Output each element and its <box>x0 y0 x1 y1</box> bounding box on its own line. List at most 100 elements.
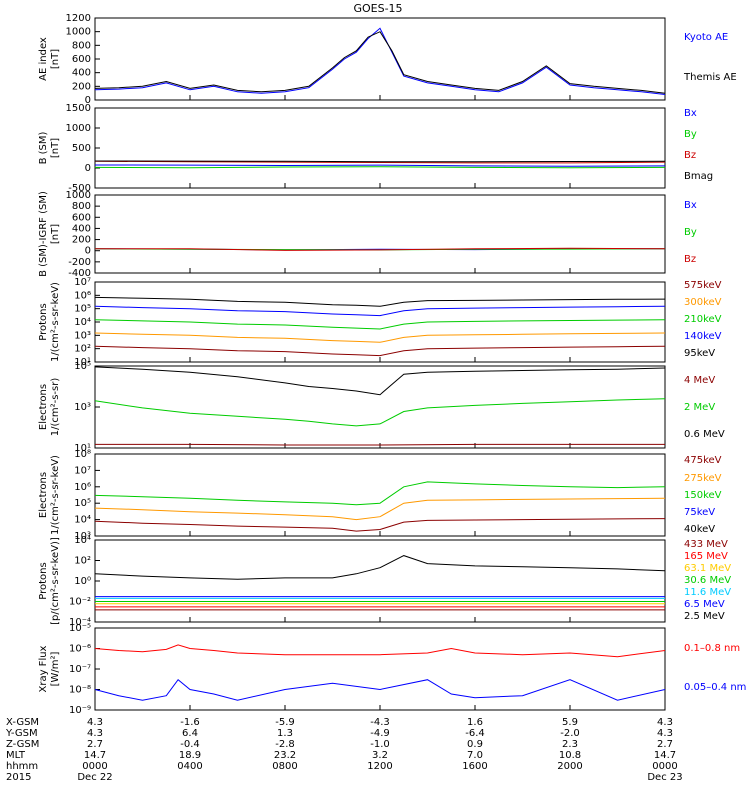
y-axis-label: Protons <box>38 562 49 599</box>
series-line-themis-ae <box>94 31 666 94</box>
x-tick-value: 2.7 <box>87 739 103 750</box>
legend-entry: Bx <box>684 108 697 119</box>
y-axis-unit: [p/(cm²-s-sr-keV)] <box>50 537 61 625</box>
y-tick-label: 400 <box>72 68 91 79</box>
x-tick-value: -2.8 <box>275 739 295 750</box>
x-tick-value: 1.6 <box>467 717 483 728</box>
panel-5: 10⁵ 10³ 10¹ Electrons 1/(cm²-s-sr) 4 MeV 2 MeV… <box>38 361 725 454</box>
series-line-210kev <box>94 319 666 330</box>
x-tick-value: 3.2 <box>372 750 388 761</box>
x-tick-value: 1600 <box>462 761 487 772</box>
y-tick-label: 0 <box>85 163 91 174</box>
y-axis-unit: [W/m²] <box>50 651 61 686</box>
x-tick-value: 14.7 <box>84 750 106 761</box>
y-tick-label: 800 <box>72 201 91 212</box>
x-row-label: 2015 <box>6 772 31 783</box>
y-tick-label: 500 <box>72 143 91 154</box>
x-tick-value: 4.3 <box>87 728 103 739</box>
x-tick-value: 14.7 <box>654 750 676 761</box>
series-line-0-05-0-4-nm <box>94 678 666 701</box>
y-axis-unit: 1/(cm²-s-sr) <box>50 378 61 437</box>
y-tick-label: 1000 <box>66 190 91 201</box>
x-tick-value: 0.9 <box>467 739 483 750</box>
y-axis-label: B (SM)-IGRF (SM) <box>38 191 49 277</box>
y-tick-label: 10⁵ <box>74 304 91 315</box>
x-tick-value: 2.3 <box>562 739 578 750</box>
legend-entry: 0.1–0.8 nm <box>684 643 740 654</box>
figure-title: GOES-15 <box>353 2 402 15</box>
x-tick-value: -1.0 <box>370 739 390 750</box>
legend-entry: 275keV <box>684 473 722 484</box>
x-tick-value: -4.3 <box>370 717 390 728</box>
legend-entry: 475keV <box>684 455 722 466</box>
y-tick-label: 200 <box>72 235 91 246</box>
x-row-label: Y-GSM <box>5 728 38 739</box>
x-tick-value: 18.9 <box>179 750 201 761</box>
y-tick-label: 1200 <box>66 13 91 24</box>
legend-entry: 75keV <box>684 507 715 518</box>
panel-frame <box>94 365 666 449</box>
y-tick-label: 1500 <box>66 103 91 114</box>
y-tick-label: 800 <box>72 40 91 51</box>
x-tick-value: 5.9 <box>562 717 578 728</box>
legend-entry: 300keV <box>684 297 722 308</box>
x-tick-value: 4.3 <box>657 717 673 728</box>
x-row-label: X-GSM <box>6 717 39 728</box>
y-tick-label: 0 <box>85 95 91 106</box>
series-line-bz <box>95 247 666 251</box>
legend-entry: 0.05–0.4 nm <box>684 682 746 693</box>
y-tick-label: 10¹ <box>74 443 91 454</box>
series-line-475kev <box>94 518 666 532</box>
y-tick-label: -500 <box>68 183 91 194</box>
x-tick-value: 2000 <box>557 761 582 772</box>
x-tick-value: 0800 <box>272 761 297 772</box>
legend-entry: 63.1 MeV <box>684 563 731 574</box>
series-line-2-5-mev <box>94 555 666 580</box>
legend-entry: 140keV <box>684 331 722 342</box>
legend-entry: 2 MeV <box>684 402 715 413</box>
y-tick-label: 10⁻⁹ <box>69 705 91 716</box>
y-tick-label: -400 <box>68 268 91 279</box>
x-tick-value: 1200 <box>367 761 392 772</box>
panel-7: 10⁴ 10² 10⁰ 10⁻² 10⁻⁴ Protons [p/(cm²-s-sr-keV… <box>38 535 731 628</box>
x-row-label: MLT <box>6 750 26 761</box>
panel-8: 10⁻⁵ 10⁻⁶ 10⁻⁷ 10⁻⁸ 10⁻⁹ Xray Flux [W/m²] 0.1–0… <box>38 623 746 716</box>
x-tick-value: -2.0 <box>560 728 580 739</box>
x-tick-value: 2.7 <box>657 739 673 750</box>
x-axis-ephemeris-table: X-GSMY-GSMZ-GSMMLThhmm20154.34.32.714.70… <box>5 717 683 783</box>
x-row-label: Z-GSM <box>6 739 39 750</box>
y-tick-label: 400 <box>72 223 91 234</box>
series-line-95kev <box>94 296 666 307</box>
x-tick-value: 0000 <box>652 761 677 772</box>
y-tick-label: 10⁻⁶ <box>69 644 91 655</box>
series-line-4-mev <box>95 443 665 446</box>
y-tick-label: 10³ <box>74 402 91 413</box>
y-tick-label: 10² <box>74 556 91 567</box>
series-line-275kev <box>94 497 666 521</box>
panel-4: 10⁷ 10⁶ 10⁵ 10⁴ 10³ 10² 10¹ Protons 1/(cm²-s-sr-… <box>38 277 722 368</box>
legend-entry: 210keV <box>684 314 722 325</box>
panel-1: 1200 1000 800 600 400 200 0 AE index [nT] Kyoto A… <box>38 13 737 106</box>
legend-entry: Bx <box>684 200 697 211</box>
panel-6: 10⁸ 10⁷ 10⁶ 10⁵ 10⁴ 10³ Electrons 1/(cm²-s-sr-k… <box>38 449 722 542</box>
y-axis-label: Xray Flux <box>38 645 49 692</box>
legend-entry: 40keV <box>684 524 715 535</box>
y-axis-unit: 1/(cm²-s-sr-keV) <box>50 282 61 362</box>
legend-entry: 575keV <box>684 280 722 291</box>
x-row-label: hhmm <box>6 761 38 772</box>
series-line-bx <box>94 164 666 167</box>
legend-entry: Kyoto AE <box>684 32 728 43</box>
y-axis-label: Protons <box>38 303 49 340</box>
series-line-0-6-mev <box>94 366 666 396</box>
x-tick-value: 7.0 <box>467 750 483 761</box>
y-axis-label: Electrons <box>38 472 49 518</box>
legend-entry: Bz <box>684 150 696 161</box>
panel-frame <box>94 453 666 537</box>
y-tick-label: 10⁻⁸ <box>69 685 91 696</box>
y-tick-label: 10⁴ <box>74 317 91 328</box>
legend-entry: By <box>684 129 697 140</box>
legend-entry: Themis AE <box>683 72 737 83</box>
y-axis-label: B (SM) <box>38 131 49 164</box>
y-tick-label: 10⁷ <box>74 277 91 288</box>
legend-entry: Bmag <box>684 171 713 182</box>
